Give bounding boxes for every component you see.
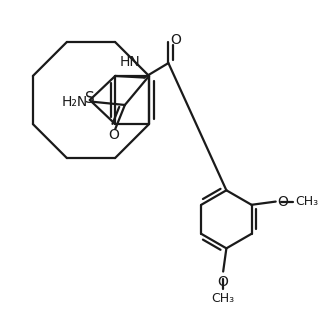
Text: O: O <box>218 275 228 290</box>
Text: S: S <box>85 91 95 106</box>
Text: O: O <box>277 194 288 209</box>
Text: HN: HN <box>119 55 140 69</box>
Text: O: O <box>170 34 181 47</box>
Text: H₂N: H₂N <box>61 95 88 109</box>
Text: CH₃: CH₃ <box>295 195 318 208</box>
Text: O: O <box>108 128 119 142</box>
Text: CH₃: CH₃ <box>212 292 235 305</box>
